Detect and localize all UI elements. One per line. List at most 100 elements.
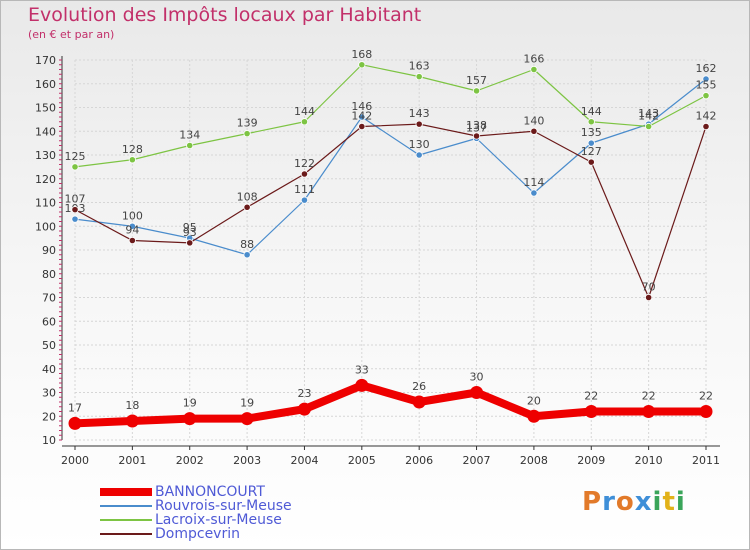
y-tick-label: 160 [35,78,56,91]
logo-letter: x [634,487,653,517]
data-label: 20 [527,394,541,407]
logo-letter: P [582,487,603,517]
data-label: 107 [65,193,86,206]
logo-letter: i [652,487,663,517]
data-point [702,75,710,83]
data-label: 19 [240,397,254,410]
data-label: 138 [466,119,487,132]
y-tick-label: 170 [35,54,56,67]
data-label: 137 [466,121,487,134]
data-point [587,158,595,166]
y-tick-label: 60 [42,315,56,328]
data-label: 143 [638,107,659,120]
legend-swatch [100,488,152,496]
data-point [358,113,366,121]
data-label: 134 [179,129,200,142]
data-point [415,73,423,81]
data-point [415,151,423,159]
chart-title: Evolution des Impôts locaux par Habitant [28,4,422,26]
data-point [702,92,710,100]
data-label: 17 [68,401,82,414]
series-line [74,381,706,428]
data-point [186,141,194,150]
data-point [186,239,194,247]
data-label: 142 [351,110,372,123]
y-tick-label: 30 [42,387,56,400]
data-label: 18 [125,399,139,412]
x-tick-label: 2004 [290,454,318,467]
data-point [71,163,79,171]
data-label: 22 [642,390,656,403]
data-point [243,130,251,138]
legend-label: Lacroix-sur-Meuse [155,512,282,528]
data-label: 130 [409,138,430,151]
y-tick-label: 10 [42,434,56,447]
y-tick-label: 100 [35,220,56,233]
data-label: 26 [412,380,426,393]
y-tick-label: 140 [35,125,56,138]
data-point [587,118,595,126]
legend-label: BANNONCOURT [155,484,265,500]
y-tick-label: 20 [42,410,56,423]
y-tick-label: 150 [35,102,56,115]
y-tick-label: 130 [35,149,56,162]
data-point [415,120,423,128]
y-tick-label: 110 [35,197,56,210]
data-point [243,203,251,211]
data-point [68,416,82,430]
y-tick-label: 90 [42,244,56,257]
data-point [300,170,309,178]
data-label: 111 [294,183,315,196]
data-point [128,156,136,164]
data-label: 143 [409,107,430,120]
data-label: 22 [699,390,713,403]
data-label: 95 [183,221,197,234]
data-point [243,251,251,259]
data-label: 144 [581,105,602,118]
data-point [125,414,139,428]
y-tick-label: 70 [42,292,56,305]
data-label: 22 [584,390,598,403]
data-point [527,409,541,423]
data-label: 33 [355,363,369,376]
legend-swatch [100,505,152,507]
data-label: 162 [696,62,717,75]
data-point [699,405,713,418]
data-point [128,222,136,230]
series-line [74,78,707,256]
data-label: 128 [122,143,143,156]
y-tick-label: 50 [42,339,56,352]
x-tick-label: 2001 [118,454,146,467]
data-point [358,122,366,131]
data-point [584,405,598,418]
x-tick-label: 2005 [348,454,376,467]
data-label: 139 [237,117,258,130]
proxiti-logo: Proxiti [582,487,686,517]
legend-label: Dompcevrin [155,526,240,542]
data-point [358,61,366,69]
data-label: 88 [240,238,254,251]
data-label: 155 [696,79,717,92]
chart-subtitle: (en € et par an) [28,28,115,41]
data-point [702,122,710,131]
x-tick-label: 2003 [233,454,261,467]
data-point [472,132,481,140]
data-label: 140 [523,114,544,127]
data-point [71,215,79,223]
y-tick-label: 80 [42,268,56,281]
logo-letter: r [602,487,616,517]
data-point [645,293,653,302]
y-tick-label: 40 [42,363,56,376]
x-tick-label: 2006 [405,454,433,467]
data-point [472,87,481,95]
legend-label: Rouvrois-sur-Meuse [155,498,292,514]
data-point [300,196,309,204]
data-point [645,122,653,131]
legend-swatch [100,533,152,535]
x-tick-label: 2008 [520,454,548,467]
data-label: 157 [466,74,487,87]
data-label: 108 [237,190,258,203]
data-label: 70 [642,281,656,294]
data-point [530,189,538,197]
